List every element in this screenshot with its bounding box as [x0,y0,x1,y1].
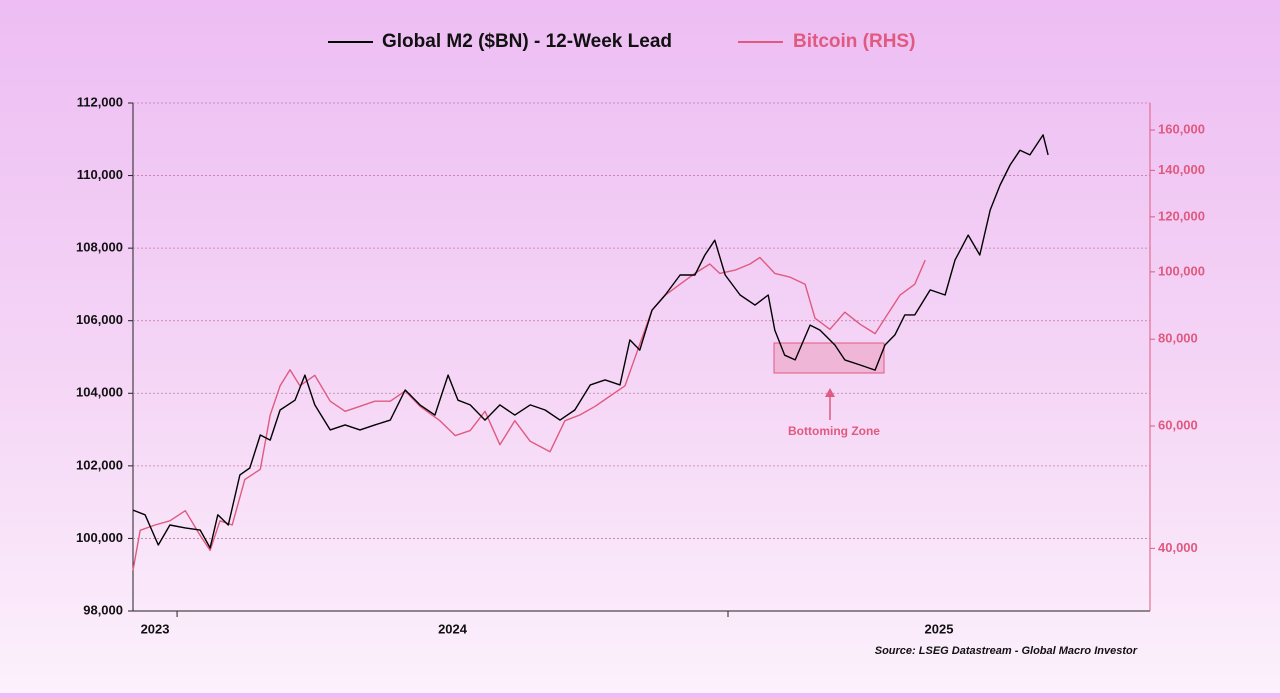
y2-tick-label: 140,000 [1158,162,1205,177]
y-tick-label: 100,000 [76,530,123,545]
x-tick-label: 2025 [925,621,954,636]
x-tick-label: 2023 [141,621,170,636]
annotation: Bottoming Zone [788,424,880,438]
y2-tick-label: 100,000 [1158,263,1205,278]
y-tick-label: 102,000 [76,457,123,472]
y2-tick-label: 80,000 [1158,331,1198,346]
y-tick-label: 112,000 [77,94,123,109]
y-tick-label: 104,000 [76,385,123,400]
y2-tick-label: 120,000 [1158,208,1205,223]
arrow-head [825,388,835,397]
y-tick-label: 106,000 [76,312,123,327]
y2-tick-label: 60,000 [1158,417,1198,432]
y-tick-label: 98,000 [83,602,123,617]
legend-label: Global M2 ($BN) - 12-Week Lead [382,31,672,52]
x-tick-label: 2024 [438,621,468,636]
y-tick-label: 110,000 [77,167,123,182]
y2-tick-label: 160,000 [1158,121,1205,136]
y-tick-label: 108,000 [76,240,123,255]
series-line [132,256,926,571]
source: Source: LSEG Datastream - Global Macro I… [875,645,1138,657]
series-line [132,134,1049,549]
y2-tick-label: 40,000 [1158,540,1198,555]
legend-label: Bitcoin (RHS) [793,31,915,52]
